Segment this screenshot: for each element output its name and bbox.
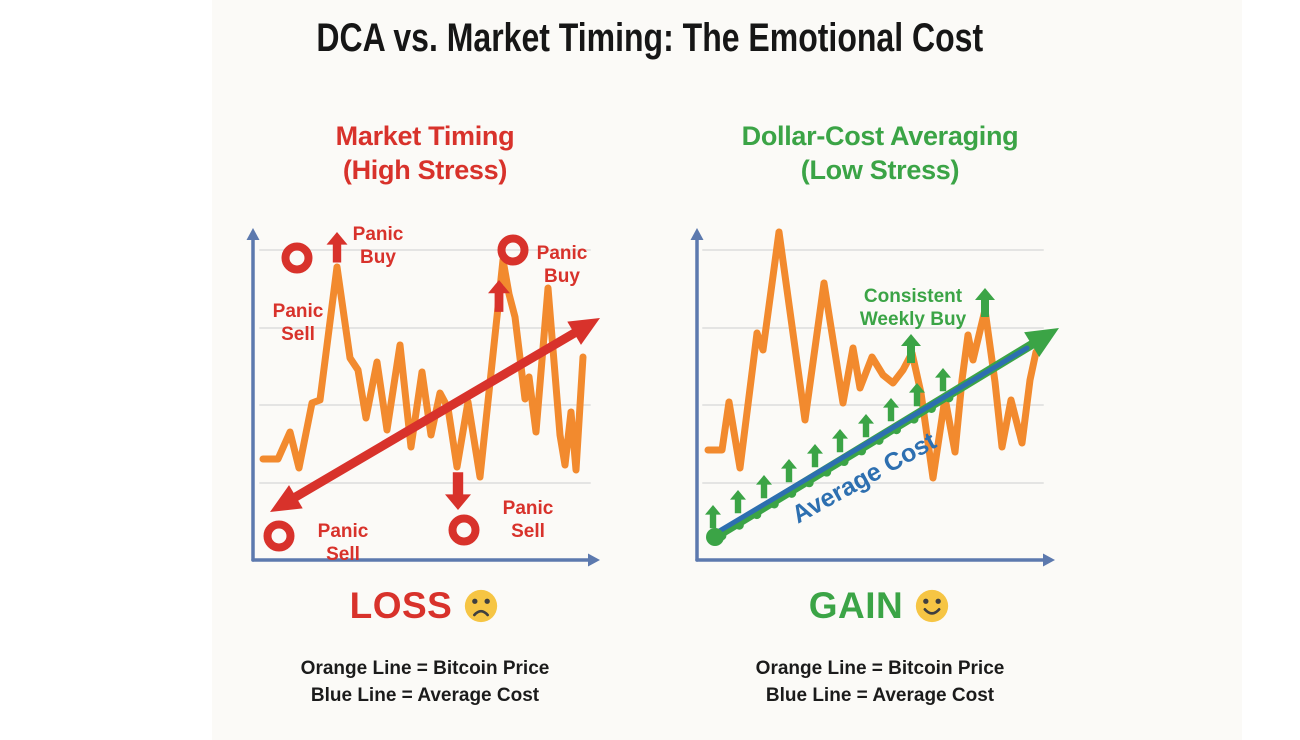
panic-ring-icon (497, 234, 529, 266)
happy-face-emoji-icon (916, 589, 949, 623)
y-axis-arrowhead-icon (246, 228, 260, 240)
bitcoin-price-line (704, 228, 1040, 482)
panic-ring-icon (263, 520, 295, 552)
market-timing-legend: Orange Line = Bitcoin Price Blue Line = … (240, 655, 610, 709)
emoji-mouth (473, 609, 490, 617)
dca-legend: Orange Line = Bitcoin Price Blue Line = … (685, 655, 1075, 709)
up-arrow-icon (807, 444, 823, 468)
emoji-eye (935, 598, 942, 604)
gain-result-row: GAIN (685, 585, 1075, 627)
up-arrow-icon (935, 368, 951, 392)
legend-blue-line: Blue Line = Average Cost (310, 685, 540, 706)
x-axis-arrowhead-icon (1043, 553, 1055, 567)
emoji-eye (923, 598, 929, 604)
emoji-face (465, 589, 498, 623)
legend-orange-line: Orange Line = Bitcoin Price (755, 658, 1005, 679)
up-arrow-icon (781, 459, 797, 483)
up-arrow-icon (832, 429, 848, 453)
annotation-label: Panic Buy (537, 243, 588, 287)
up-arrow-icon (756, 475, 772, 499)
page-title: DCA vs. Market Timing: The Emotional Cos… (0, 16, 1300, 61)
x-axis-arrowhead-icon (588, 553, 600, 567)
panic-ring-icon (448, 514, 480, 546)
market-timing-heading-line1: Market Timing (335, 121, 515, 151)
market-timing-heading-line2: (High Stress) (342, 155, 508, 185)
trend-arrowhead-icon (1024, 328, 1059, 358)
up-arrow-icon (909, 383, 925, 407)
up-arrow-icon (858, 414, 874, 438)
emoji-face (916, 589, 949, 623)
up-arrow-icon (326, 232, 348, 263)
emoji-mouth (923, 607, 941, 615)
up-arrow-icon (975, 288, 995, 317)
loss-label: LOSS (349, 585, 453, 626)
up-arrow-icon (705, 505, 721, 529)
annotation-label: Panic Sell (273, 301, 324, 345)
up-arrow-icon (488, 280, 510, 312)
annotation-label: Consistent Weekly Buy (860, 286, 967, 330)
loss-result-row: LOSS (240, 585, 610, 627)
legend-orange-line: Orange Line = Bitcoin Price (300, 658, 550, 679)
trend-arrowhead-icon (270, 485, 303, 512)
up-arrow-icon (730, 490, 746, 514)
annotation-label: Panic Buy (353, 224, 404, 268)
page-title-text: DCA vs. Market Timing: The Emotional Cos… (316, 16, 984, 60)
legend-blue-line: Blue Line = Average Cost (765, 685, 995, 706)
down-arrow-icon (445, 472, 471, 510)
start-dot (706, 528, 724, 546)
y-axis-arrowhead-icon (690, 228, 704, 240)
emoji-eye (484, 598, 491, 604)
up-arrow-icon (883, 398, 899, 422)
gain-label: GAIN (808, 585, 904, 626)
emoji-eye (472, 598, 478, 604)
trend-arrowhead-icon (567, 318, 600, 345)
annotation-label: Panic Sell (318, 521, 369, 565)
market-timing-heading: Market Timing (High Stress) (240, 119, 610, 187)
up-arrow-icon (901, 334, 921, 363)
sad-face-emoji-icon (465, 589, 498, 623)
market-timing-chart: Panic Buy Panic Sell Panic Buy Panic Sell Panic S… (246, 224, 600, 567)
dca-heading-line2: (Low Stress) (800, 155, 960, 185)
panic-ring-icon (281, 242, 313, 274)
trend-arrow-shaft (282, 323, 588, 507)
dca-heading-line1: Dollar-Cost Averaging (741, 121, 1019, 151)
average-cost-line (713, 345, 1030, 536)
annotation-label: Panic Sell (503, 498, 554, 542)
background-tint (212, 0, 1242, 740)
bitcoin-price-line (259, 256, 587, 481)
dca-heading: Dollar-Cost Averaging (Low Stress) (685, 119, 1075, 187)
